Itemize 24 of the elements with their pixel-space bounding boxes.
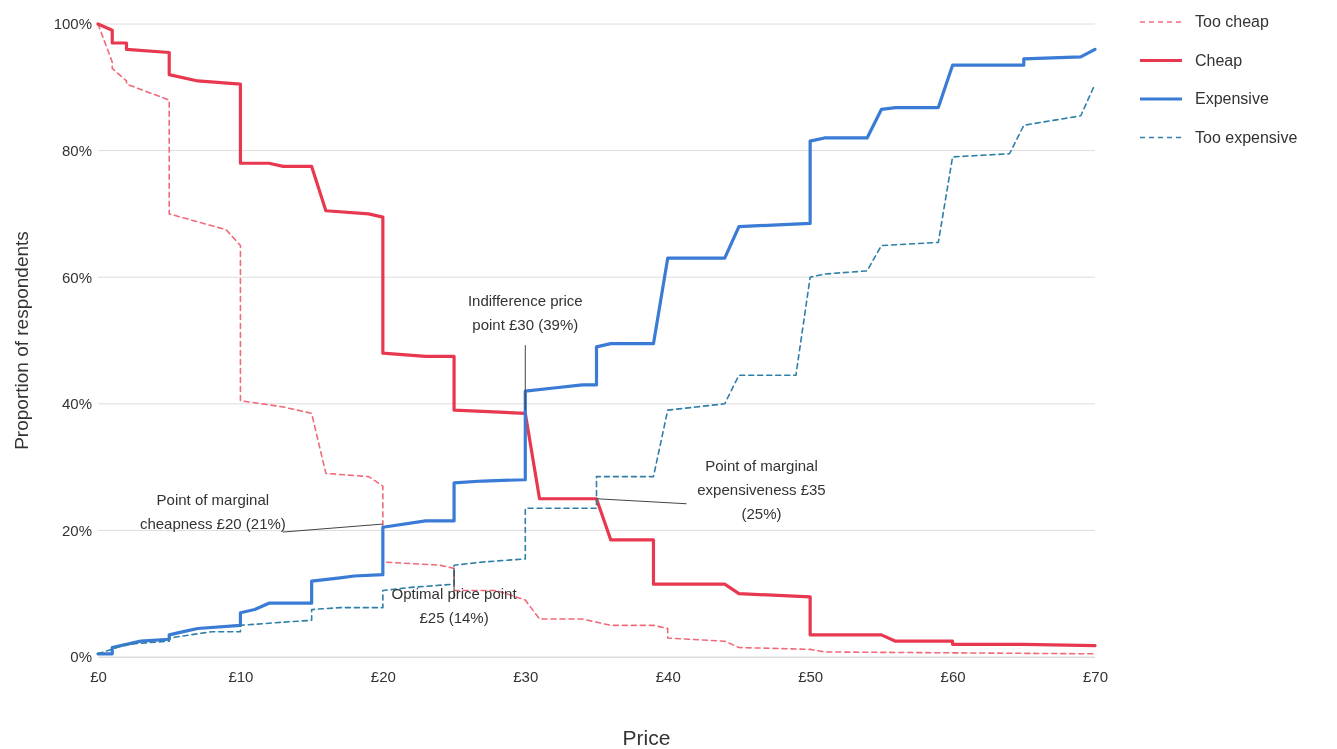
x-axis-title: Price: [622, 726, 671, 749]
annotation: Point of marginal cheapness £20 (21%): [139, 491, 286, 533]
x-tick-label: £30: [513, 667, 539, 685]
y-tick-label: 40%: [61, 395, 92, 413]
y-tick-label: 100%: [53, 15, 92, 33]
x-tick-label: £70: [1082, 667, 1109, 685]
x-tick-label: £10: [228, 667, 254, 685]
annotation: Optimal price point £25 (14%): [391, 585, 518, 627]
annotation: Point of marginal expensiveness £35 (25%): [697, 456, 826, 522]
x-tick-label: £20: [370, 667, 396, 685]
y-tick-label: 0%: [70, 648, 92, 666]
annotation: Indifference price point £30 (39%): [467, 292, 583, 334]
legend-label: Too cheap: [1195, 13, 1269, 30]
legend-label: Too expensive: [1195, 128, 1298, 146]
y-tick-label: 80%: [61, 141, 92, 159]
x-tick-label: £0: [90, 667, 107, 685]
y-axis-title: Proportion of respondents: [11, 231, 32, 450]
x-tick-label: £40: [655, 667, 681, 685]
x-tick-label: £50: [798, 667, 824, 685]
y-tick-label: 60%: [61, 268, 92, 286]
legend-label: Expensive: [1195, 90, 1269, 107]
x-tick-label: £60: [940, 667, 966, 685]
y-tick-label: 20%: [61, 521, 92, 539]
legend-label: Cheap: [1195, 51, 1243, 69]
